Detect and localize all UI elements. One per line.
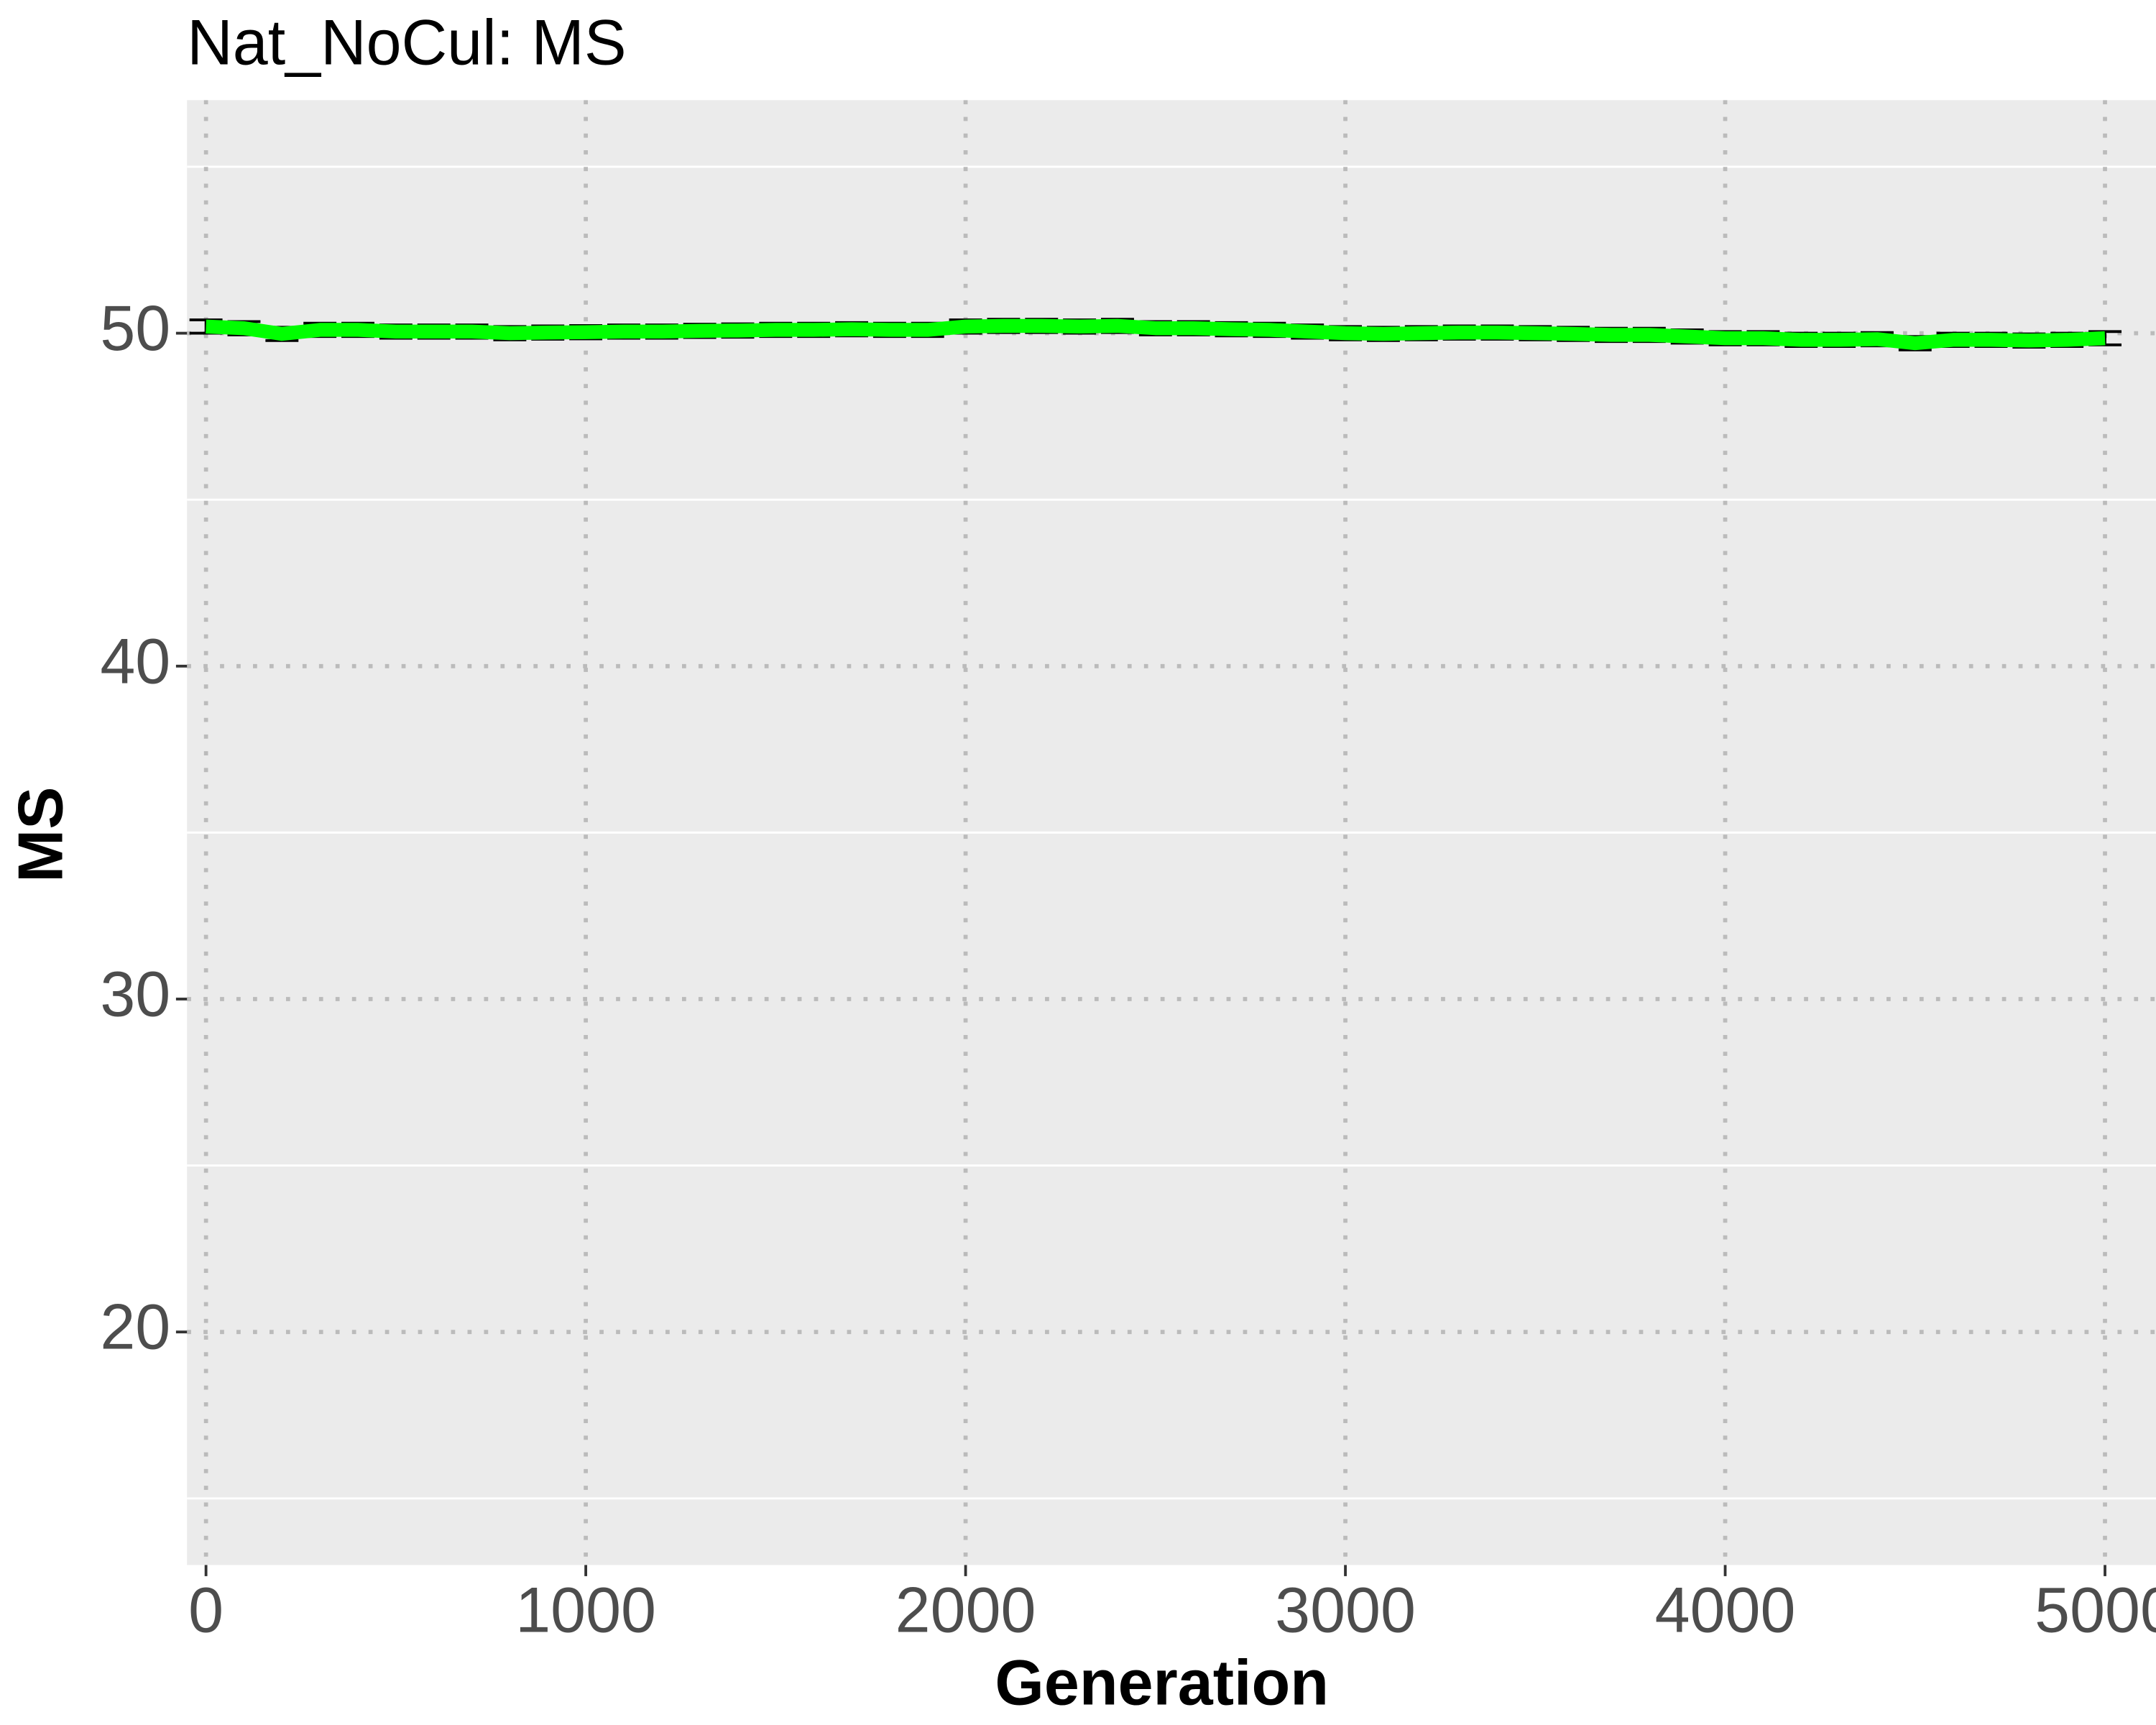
x-axis-title: Generation [995,1647,1329,1719]
x-tick-label: 0 [188,1574,224,1646]
x-tick-label: 4000 [1655,1574,1796,1646]
chart-title: Nat_NoCul: MS [187,6,626,78]
x-tick-label: 3000 [1275,1574,1416,1646]
x-tick-label: 2000 [895,1574,1036,1646]
y-tick-label: 30 [100,958,170,1030]
y-tick-label: 20 [100,1291,170,1363]
x-tick-label: 5000 [2035,1574,2156,1646]
y-tick-label: 40 [100,625,170,697]
x-tick-label: 1000 [515,1574,656,1646]
y-tick-label: 50 [100,293,170,364]
line [206,318,2106,351]
y-axis-title: MS [5,787,75,883]
